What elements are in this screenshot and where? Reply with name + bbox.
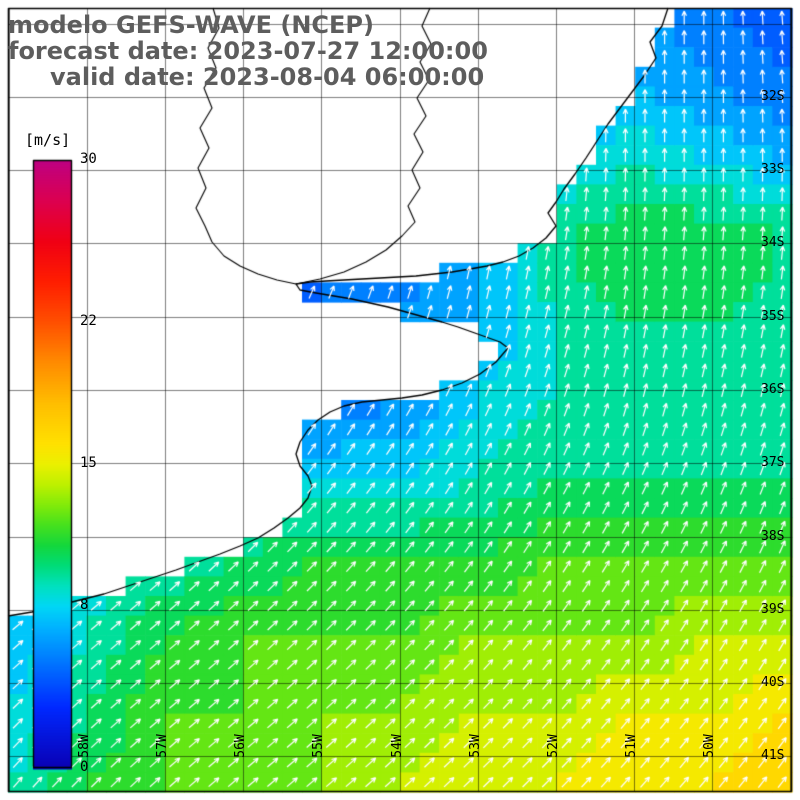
lon-label: 58W (77, 734, 92, 758)
model-name: modelo GEFS-WAVE (NCEP) (8, 11, 374, 39)
lat-label: 36S (761, 382, 785, 397)
colorbar-tick-label: 22 (80, 313, 97, 330)
lat-label: 38S (761, 529, 785, 544)
lon-label: 50W (702, 734, 717, 758)
colorbar-tick-label: 30 (80, 151, 97, 167)
colorbar-tick-label: 0 (80, 759, 89, 775)
colorbar-tick-label: 8 (80, 596, 89, 613)
lat-label: 32S (761, 89, 785, 104)
forecast-date-line: forecast date: 2023-07-27 12:00:00 (8, 37, 488, 65)
lat-label: 33S (761, 162, 785, 177)
colorbar-unit-label: [m/s] (25, 131, 71, 149)
lat-label: 41S (761, 748, 785, 763)
colorbar-tick-label: 15 (80, 455, 97, 471)
lon-label: 52W (546, 734, 561, 758)
lon-label: 56W (233, 734, 248, 758)
lat-label: 37S (761, 455, 785, 470)
lon-label: 51W (624, 734, 639, 758)
lon-label: 57W (155, 734, 170, 758)
lon-label: 54W (390, 734, 405, 758)
lat-label: 35S (761, 309, 785, 324)
lat-label: 40S (761, 675, 785, 690)
lat-label: 39S (761, 602, 785, 617)
title-block: modelo GEFS-WAVE (NCEP) forecast date: 2… (8, 12, 488, 90)
lat-label: 34S (761, 235, 785, 250)
lon-label: 55W (311, 734, 326, 758)
valid-date-line: valid date: 2023-08-04 06:00:00 (50, 63, 485, 91)
lon-label: 53W (468, 734, 483, 758)
